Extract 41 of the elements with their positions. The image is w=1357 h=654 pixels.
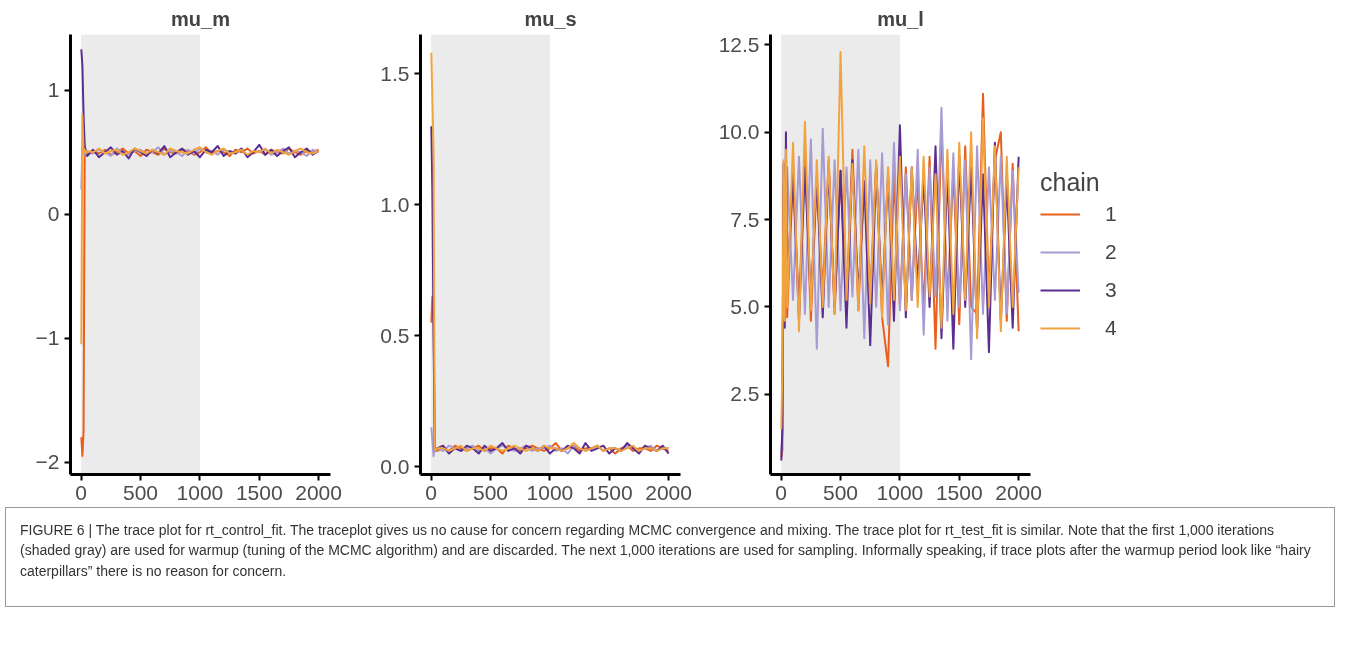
legend-label: 1 — [1105, 202, 1118, 226]
x-tick-label: 500 — [123, 480, 159, 504]
y-tick-label: 10.0 — [718, 120, 760, 144]
x-tick-label: 1500 — [585, 480, 633, 504]
line-series — [780, 50, 1020, 431]
chart-title: mu_l — [877, 7, 924, 30]
line-series — [430, 51, 670, 452]
y-tick-label: 1.0 — [380, 192, 410, 216]
y-tick-label: 1.5 — [380, 61, 410, 85]
caption: FIGURE 6 | The trace plot for rt_control_fit. The traceplot gives us no cause for concern regarding MCMC convergence and mixing. The trace plot for rt_test_fit is similar. Note that the first 1,000 iterations (shaded gray) are used for warmup (tuning of the MCMC algorithm) and are discarded. The next 1,000 iterations are used for sampling. Informally speaking, if trace plots after the warmup period look like “hairy caterpillars” there is no reason for concern. — [20, 521, 1312, 581]
y-tick-label: 7.5 — [730, 207, 760, 231]
chart-title: mu_s — [524, 7, 577, 30]
y-tick-label: 5.0 — [730, 294, 760, 318]
legend-label: 2 — [1105, 240, 1118, 264]
x-tick-label: 1000 — [176, 480, 224, 504]
x-tick-label: 0 — [775, 480, 788, 504]
y-tick-label: 0 — [47, 202, 60, 226]
y-tick-label: 0.0 — [380, 454, 410, 478]
chart-title: mu_m — [171, 7, 230, 30]
x-tick-label: 1000 — [526, 480, 574, 504]
x-tick-label: 1500 — [235, 480, 283, 504]
x-tick-label: 500 — [473, 480, 509, 504]
x-tick-label: 0 — [425, 480, 438, 504]
line-series — [80, 114, 320, 346]
x-tick-label: 1500 — [935, 480, 983, 504]
x-tick-label: 2000 — [995, 480, 1042, 504]
y-tick-label: 2.5 — [730, 382, 760, 406]
x-tick-label: 1000 — [876, 480, 924, 504]
x-tick-label: 0 — [75, 480, 88, 504]
y-tick-label: −2 — [35, 450, 60, 474]
y-tick-label: 12.5 — [718, 32, 760, 56]
x-tick-label: 500 — [823, 480, 859, 504]
legend-label: 3 — [1105, 278, 1118, 302]
y-tick-label: 1 — [47, 78, 60, 102]
x-tick-label: 2000 — [645, 480, 692, 504]
x-tick-label: 2000 — [295, 480, 342, 504]
y-tick-label: 0.5 — [380, 323, 410, 347]
legend-title: chain — [1040, 168, 1101, 197]
legend-label: 4 — [1105, 316, 1118, 340]
y-tick-label: −1 — [35, 326, 60, 350]
line-series — [80, 146, 320, 457]
